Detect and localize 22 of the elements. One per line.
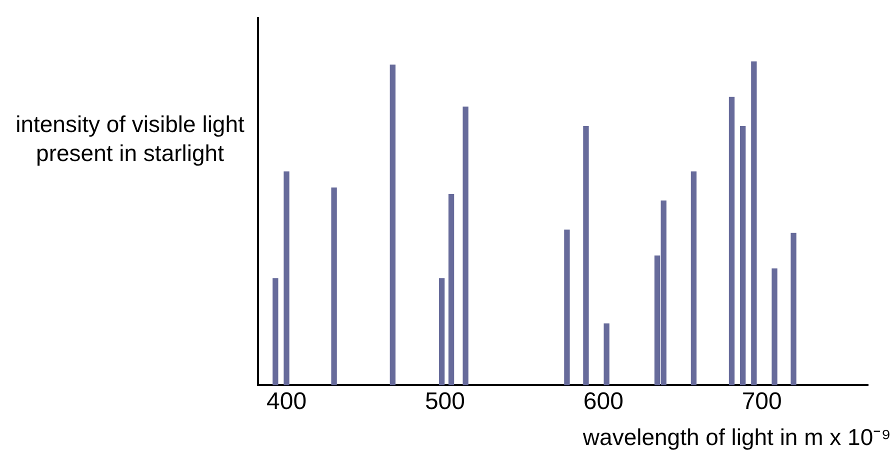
- bar: [448, 194, 454, 386]
- bar: [751, 61, 757, 386]
- y-axis-title: intensity of visible light present in starlight: [14, 110, 246, 168]
- bar: [728, 96, 735, 386]
- x-axis-title: wavelength of light in m x 10⁻⁹: [582, 423, 891, 452]
- bar: [772, 268, 778, 386]
- bar: [690, 171, 697, 386]
- x-tick-label: 500: [424, 388, 465, 416]
- bar: [564, 230, 570, 386]
- bar: [740, 126, 746, 386]
- bar: [790, 232, 796, 386]
- bar: [604, 323, 610, 386]
- x-tick-label: 700: [742, 388, 782, 416]
- x-tick-label: 600: [583, 388, 624, 416]
- bar: [331, 188, 337, 386]
- x-tick-label: 400: [266, 388, 307, 416]
- bar: [583, 126, 589, 386]
- bar: [390, 64, 396, 386]
- bar: [438, 278, 445, 386]
- bar: [272, 278, 278, 386]
- bar: [462, 106, 468, 386]
- bar: [284, 171, 290, 386]
